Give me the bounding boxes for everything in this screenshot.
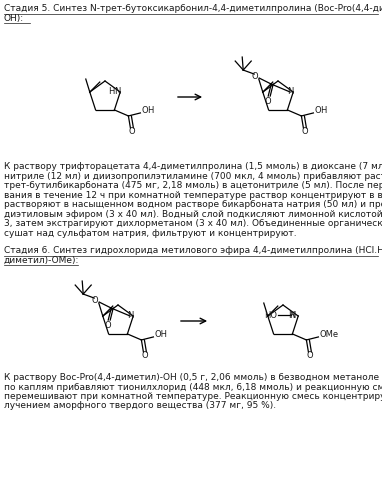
- Text: перемешивают при комнатной температуре. Реакционную смесь концентрируют с по-: перемешивают при комнатной температуре. …: [4, 392, 382, 401]
- Text: O: O: [306, 351, 313, 360]
- Text: К раствору Boc-Pro(4,4-диметил)-ОН (0,5 г, 2,06 ммоль) в безводном метаноле (8 м: К раствору Boc-Pro(4,4-диметил)-ОН (0,5 …: [4, 373, 382, 382]
- Text: O: O: [314, 106, 321, 115]
- Text: 3, затем экстрагируют дихлорметаном (3 х 40 мл). Объединенные органические слои: 3, затем экстрагируют дихлорметаном (3 х…: [4, 219, 382, 228]
- Text: H: H: [147, 106, 154, 115]
- Text: ОН):: ОН):: [4, 13, 24, 22]
- Text: O: O: [141, 351, 148, 360]
- Text: H: H: [288, 310, 294, 319]
- Text: OMe: OMe: [319, 330, 338, 339]
- Text: O: O: [252, 71, 259, 80]
- Text: O: O: [105, 320, 112, 329]
- Text: вания в течение 12 ч при комнатной температуре раствор концентрируют в вакууме,: вания в течение 12 ч при комнатной темпе…: [4, 191, 382, 200]
- Text: по каплям прибавляют тионилхлорид (448 мкл, 6,18 ммоль) и реакционную смесь 6 ч: по каплям прибавляют тионилхлорид (448 м…: [4, 383, 382, 392]
- Text: O: O: [301, 127, 308, 136]
- Text: O: O: [141, 106, 148, 115]
- Text: OH: OH: [154, 330, 167, 339]
- Text: лучением аморфного твердого вещества (377 мг, 95 %).: лучением аморфного твердого вещества (37…: [4, 402, 276, 411]
- Text: O: O: [92, 295, 99, 304]
- Text: К раствору трифторацетата 4,4-диметилпролина (1,5 ммоль) в диоксане (7 мл), ацет: К раствору трифторацетата 4,4-диметилпро…: [4, 162, 382, 171]
- Text: H: H: [320, 106, 327, 115]
- Text: H: H: [108, 86, 114, 95]
- Text: Стадия 5. Синтез N-трет-бутоксикарбонил-4,4-диметилпролина (Boc-Pro(4,4-диметил): Стадия 5. Синтез N-трет-бутоксикарбонил-…: [4, 4, 382, 13]
- Text: нитриле (12 мл) и диизопропилэтиламине (700 мкл, 4 ммоль) прибавляют раствор ди-: нитриле (12 мл) и диизопропилэтиламине (…: [4, 172, 382, 181]
- Text: Стадия 6. Синтез гидрохлорида метилового эфира 4,4-диметилпролина (HCl.H-Pro(4,4: Стадия 6. Синтез гидрохлорида метилового…: [4, 246, 382, 255]
- Text: сушат над сульфатом натрия, фильтруют и концентрируют.: сушат над сульфатом натрия, фильтруют и …: [4, 229, 297, 238]
- Text: N: N: [127, 310, 133, 319]
- Text: диэтиловым эфиром (3 х 40 мл). Водный слой подкисляют лимонной кислотой до рН =: диэтиловым эфиром (3 х 40 мл). Водный сл…: [4, 210, 382, 219]
- Text: N: N: [287, 86, 293, 95]
- Text: трет-бутилбикарбоната (475 мг, 2,18 ммоль) в ацетонитриле (5 мл). После перемеши: трет-бутилбикарбоната (475 мг, 2,18 ммол…: [4, 181, 382, 190]
- Text: O: O: [265, 96, 272, 106]
- Text: HO: HO: [264, 310, 277, 319]
- Text: O: O: [128, 127, 135, 136]
- Text: диметил)-OMe):: диметил)-OMe):: [4, 255, 79, 264]
- Text: растворяют в насыщенном водном растворе бикарбоната натрия (50 мл) и промывают: растворяют в насыщенном водном растворе …: [4, 200, 382, 209]
- Text: N: N: [114, 86, 120, 95]
- Text: N: N: [289, 310, 295, 319]
